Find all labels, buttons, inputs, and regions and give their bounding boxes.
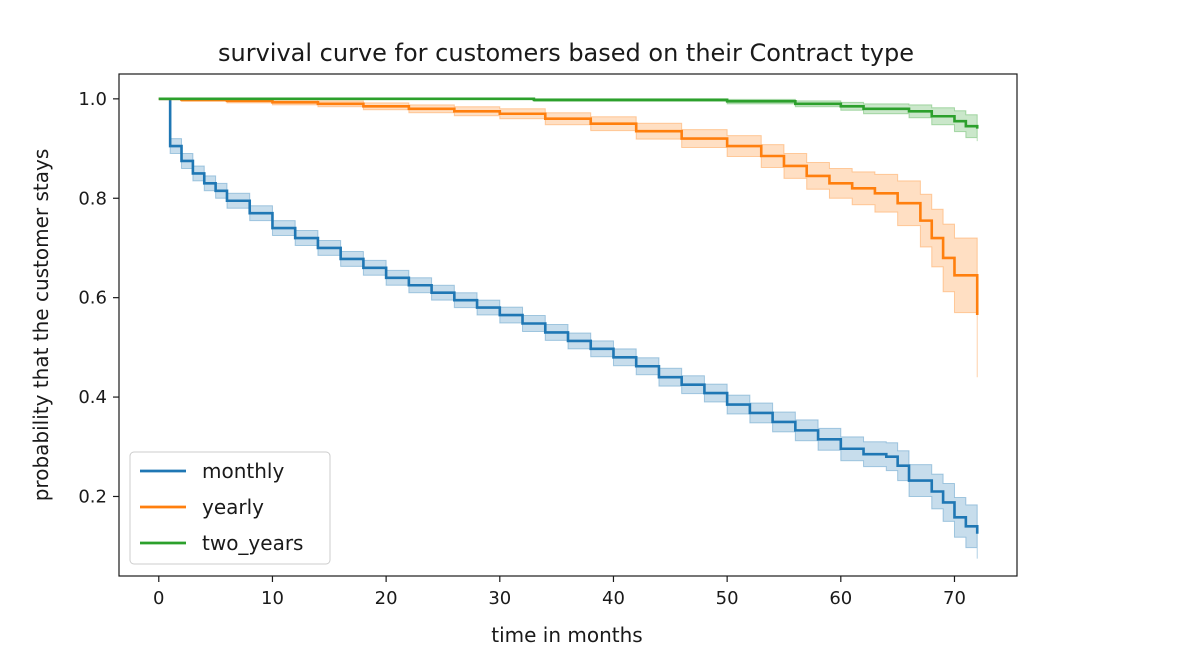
x-tick-label: 10: [261, 588, 284, 609]
y-tick-label: 0.8: [78, 188, 107, 209]
series-line-monthly: [158, 97, 979, 534]
y-axis-ticks: 0.2 0.4 0.6 0.8 1.0: [78, 89, 119, 507]
legend-label-two_years: two_years: [202, 531, 303, 555]
y-tick-label: 0.4: [78, 387, 107, 408]
legend-label-monthly: monthly: [202, 459, 284, 483]
x-tick-label: 20: [375, 588, 398, 609]
confidence-band-two_years: [158, 98, 978, 142]
x-tick-label: 30: [488, 588, 511, 609]
x-axis-ticks: 0 10 20 30 40 50 60 70: [153, 576, 966, 609]
plot-frame: [118, 73, 1018, 577]
legend-label-yearly: yearly: [202, 495, 264, 519]
x-tick-label: 40: [602, 588, 625, 609]
survival-lines: [158, 97, 979, 534]
chart-title: survival curve for customers based on th…: [218, 39, 914, 67]
x-tick-label: 70: [943, 588, 966, 609]
x-axis-label: time in months: [491, 623, 642, 647]
series-line-yearly: [158, 97, 979, 316]
y-axis-label: probability that the customer stays: [29, 149, 53, 502]
y-tick-label: 0.2: [78, 486, 107, 507]
series-line-two_years: [158, 97, 979, 129]
confidence-band-yearly: [158, 98, 978, 378]
x-tick-label: 60: [829, 588, 852, 609]
x-tick-label: 0: [153, 588, 164, 609]
y-tick-label: 0.6: [78, 288, 107, 309]
x-tick-label: 50: [716, 588, 739, 609]
legend-box: [129, 451, 331, 565]
y-tick-label: 1.0: [78, 89, 107, 110]
legend: monthly yearly two_years: [129, 451, 331, 565]
